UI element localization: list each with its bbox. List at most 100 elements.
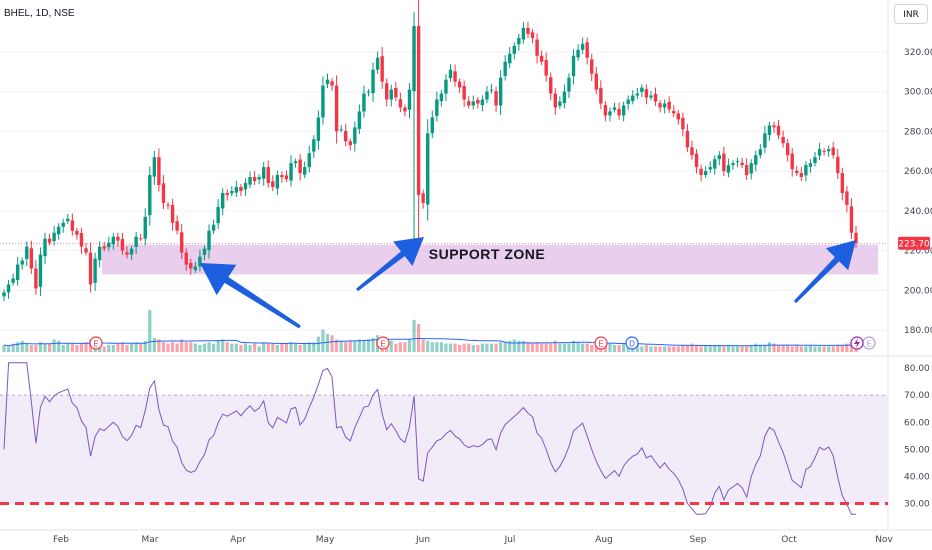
candle-body (366, 91, 371, 93)
volume-bar (339, 340, 343, 352)
last-price-tag: 223.70 (898, 236, 930, 250)
volume-bar (43, 343, 47, 352)
candle-body (799, 173, 804, 178)
candle-body (471, 101, 475, 106)
time-tick-label: Aug (595, 535, 613, 545)
volume-bar (325, 333, 330, 352)
arrow-icon (793, 240, 856, 304)
support-zone-label: SUPPORT ZONE (429, 246, 545, 262)
candle-body (749, 163, 753, 174)
candle-body (690, 147, 694, 156)
volume-bar (435, 342, 439, 352)
volume-bar (453, 343, 457, 352)
candle-body (439, 93, 444, 102)
volume-bar (316, 336, 320, 352)
volume-bar (421, 339, 425, 352)
volume-bar (526, 342, 530, 352)
candle-body (649, 95, 653, 98)
volume-bar (430, 342, 434, 352)
candle-body (676, 113, 681, 120)
volume-bar (125, 345, 129, 352)
candle-body (325, 79, 330, 85)
volume-bar (29, 345, 33, 352)
volume-bar (193, 343, 197, 352)
candle-body (416, 25, 421, 195)
volume-bar (658, 346, 662, 352)
volume-bar (699, 346, 703, 352)
candle-body (412, 25, 416, 92)
candle-body (43, 238, 47, 257)
candle-body (293, 161, 298, 164)
volume-bar (139, 343, 143, 352)
candle-body (840, 173, 845, 193)
event-marker-letter-icon: E (93, 340, 98, 349)
candle-body (56, 226, 61, 235)
candle-body (143, 216, 147, 239)
volume-bar (25, 343, 29, 352)
volume-bar (471, 345, 475, 352)
candle-body (357, 111, 362, 129)
volume-bar (143, 340, 147, 352)
volume-bar (57, 340, 61, 352)
candle-body (608, 111, 612, 116)
candle-body (444, 79, 448, 94)
candle-body (93, 258, 97, 283)
rsi-tick-label: 70.00 (904, 391, 930, 401)
volume-bar (161, 342, 166, 352)
time-tick-label: Apr (230, 535, 246, 545)
volume-bar (357, 339, 361, 352)
candle-body (640, 87, 644, 92)
candle-body (225, 192, 229, 195)
candle-body (785, 143, 790, 156)
price-axis: 180.00 200.00 220.00 240.00 260.00 280.00 300.… (904, 48, 932, 510)
volume-bar (47, 343, 52, 352)
currency-button[interactable]: INR (894, 4, 928, 24)
candle-body (489, 89, 494, 91)
candle-body (467, 101, 471, 106)
rsi-band (0, 395, 888, 504)
candle-body (567, 77, 571, 92)
candle-body (348, 141, 352, 146)
volume-bar (462, 343, 466, 352)
volume-bar (763, 345, 767, 352)
volume-bar (6, 346, 11, 352)
candle-body (66, 218, 70, 222)
candle-body (526, 27, 530, 34)
candle-body (298, 159, 302, 174)
volume-bar (644, 345, 649, 352)
candle-body (722, 153, 726, 172)
candle-body (380, 56, 384, 82)
candle-body (230, 190, 234, 194)
volume-bar (458, 345, 462, 352)
candle-body (175, 221, 179, 231)
volume-bar (608, 343, 612, 352)
candle-body (394, 87, 398, 98)
volume-bar (79, 343, 84, 352)
volume-bar (786, 345, 790, 352)
time-tick-label: May (316, 535, 335, 545)
volume-bar (252, 343, 257, 352)
price-tick-label: 200.00 (904, 286, 932, 296)
rsi-panel (0, 362, 888, 515)
volume-bar (836, 345, 840, 352)
candle-body (220, 192, 225, 209)
volume-bar (667, 346, 671, 352)
candle-body (521, 27, 526, 40)
candle-body (234, 186, 239, 193)
candle-body (699, 168, 703, 176)
candle-body (813, 157, 817, 164)
volume-bar (312, 342, 316, 352)
candle-body (758, 149, 763, 156)
candle-body (621, 105, 626, 116)
volume-bar (790, 346, 794, 352)
candle-body (207, 230, 211, 251)
volume-bar (412, 319, 416, 352)
volume-bar (448, 343, 453, 352)
volume-bar (612, 345, 617, 352)
volume-bar (795, 345, 799, 352)
volume-bar (371, 338, 375, 352)
candle-body (289, 163, 293, 181)
volume-bar (289, 342, 293, 352)
candle-body (672, 111, 676, 114)
volume-bar (166, 343, 170, 352)
